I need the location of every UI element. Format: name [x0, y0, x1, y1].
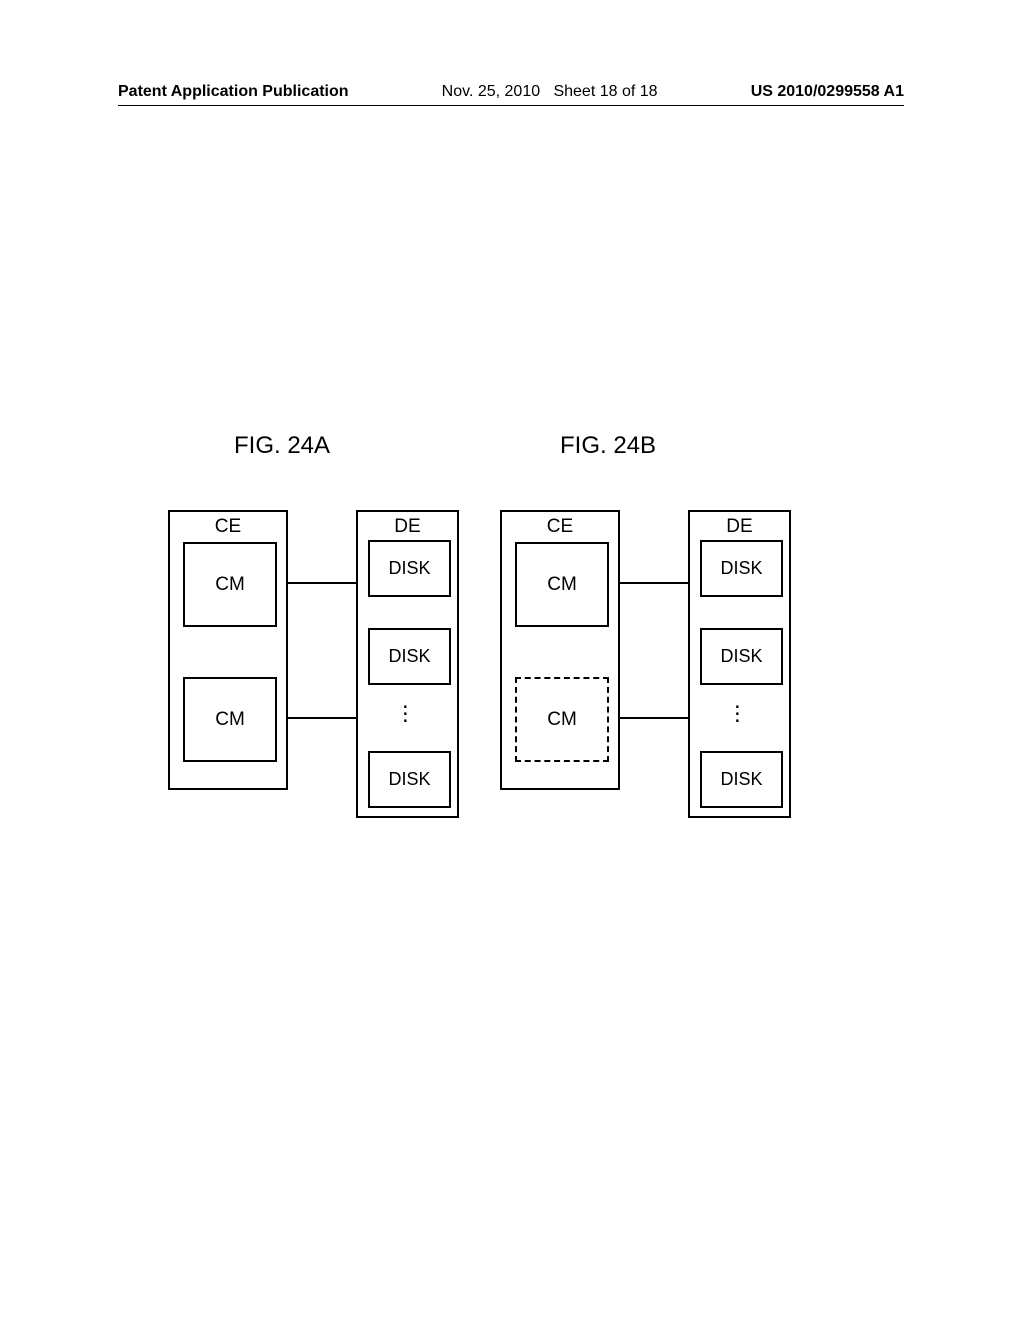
cm-box-a2: CM [183, 677, 277, 762]
cm-box-a1: CM [183, 542, 277, 627]
ce-label-b: CE [502, 516, 618, 538]
de-box-a: DE DISK DISK ... DISK [356, 510, 459, 818]
connector-a1 [288, 582, 356, 584]
header-sheet: Sheet 18 of 18 [553, 83, 657, 100]
disk-box-a3: DISK [368, 751, 451, 808]
figure-b-title: FIG. 24B [560, 432, 656, 460]
figure-a-title: FIG. 24A [234, 432, 330, 460]
header-date: Nov. 25, 2010 [442, 83, 540, 100]
connector-a2 [288, 717, 356, 719]
vdots-b: ... [734, 697, 741, 718]
disk-box-b3: DISK [700, 751, 783, 808]
connector-b2 [620, 717, 688, 719]
header-left: Patent Application Publication [118, 83, 349, 101]
header-mid: Nov. 25, 2010 Sheet 18 of 18 [349, 83, 751, 101]
disk-box-a2: DISK [368, 628, 451, 685]
ce-box-a: CE CM CM [168, 510, 288, 790]
diagram-a: CE CM CM DE DISK DISK ... DISK [168, 510, 498, 830]
header-pubno: US 2010/0299558 A1 [751, 83, 904, 101]
ce-box-b: CE CM CM [500, 510, 620, 790]
disk-box-a1: DISK [368, 540, 451, 597]
cm-box-b1: CM [515, 542, 609, 627]
diagram-b: CE CM CM DE DISK DISK ... DISK [500, 510, 830, 830]
de-label-b: DE [690, 516, 789, 538]
de-box-b: DE DISK DISK ... DISK [688, 510, 791, 818]
cm-box-b2: CM [515, 677, 609, 762]
disk-box-b2: DISK [700, 628, 783, 685]
de-label-a: DE [358, 516, 457, 538]
vdots-a: ... [402, 697, 409, 718]
page-header: Patent Application Publication Nov. 25, … [118, 76, 904, 106]
connector-b1 [620, 582, 688, 584]
patent-page: Patent Application Publication Nov. 25, … [0, 0, 1024, 1320]
ce-label-a: CE [170, 516, 286, 538]
disk-box-b1: DISK [700, 540, 783, 597]
